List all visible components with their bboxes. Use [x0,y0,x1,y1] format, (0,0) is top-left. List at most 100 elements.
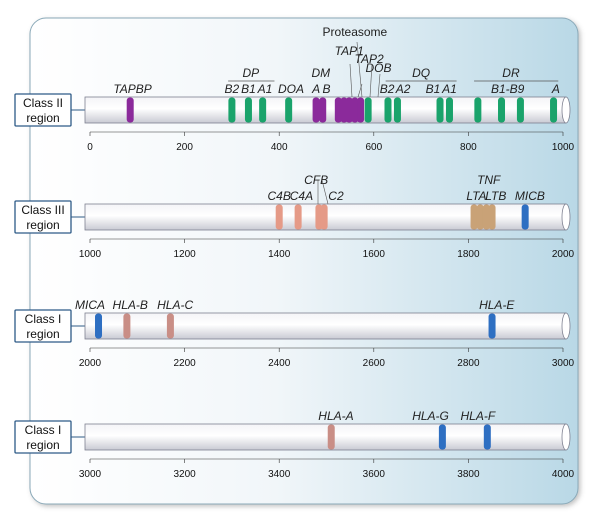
axis-tick-label: 3600 [363,469,386,480]
axis-tick-label: 3000 [552,358,575,369]
axis-tick-label: 2200 [173,358,196,369]
axis-tick-label: 0 [87,142,93,153]
gene-band [319,97,327,123]
region-label-line: Class I [25,423,62,437]
gene-band [351,97,359,123]
gene-band [320,204,328,230]
gene-band [312,97,320,123]
leader-line [369,63,373,98]
gene-label: MICA [75,298,105,312]
axis-tick-label: 2600 [363,358,386,369]
gene-label: HLA-B [113,298,148,312]
axis-tick-label: 1200 [173,249,196,260]
axis-tick-label: 1600 [363,249,386,260]
chromosome-bar-end [561,423,571,451]
gene-label: DOB [366,61,392,75]
leader-line [321,179,329,205]
axis-tick-label: 1000 [79,249,102,260]
leader-line [357,83,363,98]
gene-label: MICB [515,189,545,203]
gene-band [166,313,174,339]
gene-band [498,97,506,123]
gene-band [334,97,342,123]
axis-tick-label: 1400 [268,249,291,260]
leader-line [377,73,381,98]
axis-tick-label: 800 [460,142,477,153]
axis-tick-label: 3400 [268,469,291,480]
chromosome-bar-end [561,203,571,231]
region-label-line: Class III [21,203,64,217]
axis-tick-label: 2800 [457,358,480,369]
axis-tick-label: 4000 [552,469,575,480]
gene-label: DOA [278,82,304,96]
region-label-line: region [26,438,59,452]
gene-band [438,424,446,450]
gene-band [488,204,496,230]
region-label-line: region [26,218,59,232]
gene-band [285,97,293,123]
gene-label: B2 [225,82,240,96]
background-panel [29,17,579,505]
gene-band [327,424,335,450]
axis-tick-label: 3000 [79,469,102,480]
axis-tick-label: 1000 [552,142,575,153]
axis-tick-label: 400 [271,142,288,153]
gene-label: A [311,82,320,96]
gene-label: HLA-F [461,409,496,423]
gene-band [488,313,496,339]
gene-band [436,97,444,123]
gene-label: TAP2 [355,52,384,66]
axis-tick-label: 3200 [173,469,196,480]
gene-label: DM [311,66,330,80]
axis-tick-label: 2000 [79,358,102,369]
axis-tick-label: 3800 [457,469,480,480]
gene-label: TAPBP [113,82,151,96]
gene-label: B1 [426,82,441,96]
axis-tick-label: 2000 [552,249,575,260]
gene-band [126,97,134,123]
gene-label: HLA-G [412,409,449,423]
axis-tick-label: 1800 [457,249,480,260]
axis-tick-label: 600 [365,142,382,153]
region-label-line: region [26,327,59,341]
gene-band [445,97,453,123]
region-label-line: Class I [25,312,62,326]
gene-label: DP [242,66,259,80]
gene-label: A1 [257,82,273,96]
gene-label: A [551,82,560,96]
gene-band [123,313,131,339]
gene-label: B1 [241,82,256,96]
leader-line [356,41,363,98]
gene-label: HLA-C [157,298,193,312]
gene-band [259,97,267,123]
gene-band [393,97,401,123]
gene-label: TNF [477,173,501,187]
leader-line [349,63,353,98]
gene-band [357,97,365,123]
axis-tick-label: 2400 [268,358,291,369]
gene-label: Proteasome [323,25,388,39]
gene-band [550,97,558,123]
gene-label: DR [502,66,520,80]
gene-label: C4A [290,189,313,203]
gene-label: DQ [412,66,430,80]
gene-band [476,204,484,230]
gene-label: CFB [304,173,328,187]
gene-band [521,204,529,230]
gene-label: HLA-A [318,409,353,423]
chromosome-bar-end [561,96,571,124]
region-label-line: region [26,111,59,125]
region-label-line: Class II [23,96,63,110]
gene-label: C4B [268,189,291,203]
gene-label: B1-B9 [491,82,525,96]
gene-label: A2 [395,82,411,96]
gene-band [516,97,524,123]
gene-band [345,97,353,123]
gene-label: LTA [466,189,486,203]
